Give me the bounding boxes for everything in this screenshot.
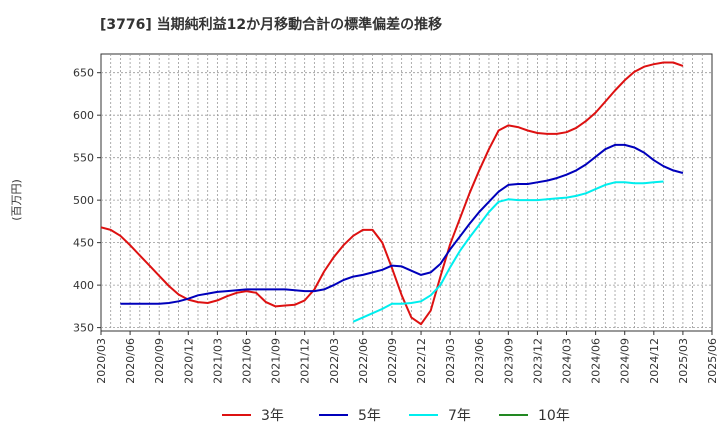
y-tick-label: 600	[73, 109, 94, 122]
y-axis: 350 400 450 500 550 600 650	[73, 67, 101, 335]
x-tick-label: 2021/12	[299, 338, 312, 384]
grid	[101, 54, 712, 331]
x-tick-label: 2023/09	[502, 338, 515, 384]
x-tick-label: 2022/03	[328, 338, 341, 384]
series-line-5年	[120, 143, 684, 305]
x-tick-label: 2023/12	[531, 338, 544, 384]
x-tick-label: 2022/06	[357, 338, 370, 384]
x-tick-label: 2023/03	[444, 338, 457, 384]
y-tick-label: 450	[73, 237, 94, 250]
series-group	[100, 61, 684, 326]
x-tick-label: 2021/06	[240, 338, 253, 384]
x-tick-label: 2022/09	[386, 338, 399, 384]
x-axis: 2020/03 2020/06 2020/09 2020/12 2021/03 2021/…	[95, 331, 719, 384]
y-tick-label: 550	[73, 152, 94, 165]
x-tick-label: 2020/09	[153, 338, 166, 384]
x-tick-label: 2023/06	[473, 338, 486, 384]
y-tick-label: 650	[73, 67, 94, 80]
legend-label-10年: 10年	[538, 408, 570, 424]
x-tick-label: 2024/09	[619, 338, 632, 384]
y-tick-label: 500	[73, 194, 94, 207]
plot-area	[100, 53, 713, 332]
y-axis-label: (百万円)	[10, 179, 23, 221]
chart-title: [3776] 当期純利益12か月移動合計の標準偏差の推移	[100, 16, 442, 33]
y-tick-label: 350	[73, 322, 94, 335]
x-tick-label: 2020/12	[182, 338, 195, 384]
legend-label-7年: 7年	[448, 408, 471, 424]
x-tick-label: 2025/03	[677, 338, 690, 384]
series-line-3年	[100, 61, 684, 326]
x-tick-label: 2020/03	[95, 338, 108, 384]
legend: 3年 5年 7年 10年	[222, 408, 570, 424]
x-tick-label: 2021/09	[270, 338, 283, 384]
x-tick-label: 2024/03	[561, 338, 574, 384]
x-tick-label: 2025/06	[706, 338, 719, 384]
x-tick-label: 2024/06	[590, 338, 603, 384]
legend-label-5年: 5年	[358, 408, 381, 424]
y-tick-label: 400	[73, 279, 94, 292]
series-line-7年	[352, 180, 664, 323]
x-tick-label: 2021/03	[211, 338, 224, 384]
x-tick-label: 2024/12	[648, 338, 661, 384]
x-tick-label: 2020/06	[124, 338, 137, 384]
legend-label-3年: 3年	[261, 408, 284, 424]
x-tick-label: 2022/12	[415, 338, 428, 384]
